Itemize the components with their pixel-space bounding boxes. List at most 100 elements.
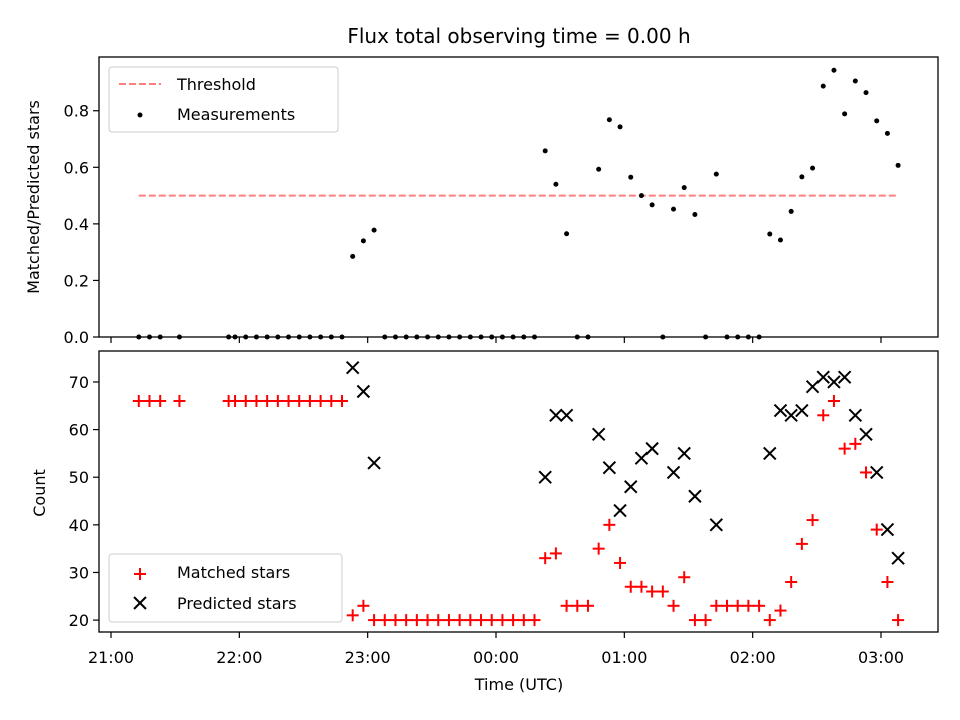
- measurement-point: [350, 253, 356, 259]
- measurement-point: [681, 185, 687, 191]
- measurement-point: [767, 231, 773, 237]
- matched-point: [699, 614, 712, 627]
- measurement-point: [564, 231, 570, 237]
- matched-point: [389, 614, 402, 627]
- bottom-y-tick-label: 50: [69, 468, 89, 487]
- matched-point: [560, 599, 573, 612]
- measurement-point: [649, 202, 655, 208]
- matched-point: [271, 395, 284, 408]
- matched-point: [250, 395, 263, 408]
- bottom-y-tick-label: 60: [69, 421, 89, 440]
- measurement-point: [831, 67, 837, 73]
- matched-point: [496, 614, 509, 627]
- predicted-point: [677, 446, 691, 461]
- bottom-y-axis-label: Count: [30, 469, 49, 517]
- predicted-point: [795, 403, 809, 418]
- matched-point: [806, 514, 819, 527]
- matched-point: [314, 395, 327, 408]
- predicted-point: [805, 380, 820, 394]
- matched-point: [603, 518, 616, 531]
- matched-point: [239, 395, 252, 408]
- matched-point: [442, 614, 455, 627]
- predicted-point: [345, 360, 360, 375]
- predicted-point: [848, 408, 863, 423]
- bottom-y-tick-label: 30: [69, 563, 89, 582]
- measurements-legend-marker: [137, 112, 143, 118]
- matched-point: [539, 552, 552, 565]
- matched-point: [571, 599, 584, 612]
- top-y-tick-label: 0.8: [64, 102, 89, 121]
- matched-point: [475, 614, 488, 627]
- predicted-legend-marker: [133, 596, 147, 610]
- predicted-point: [602, 460, 617, 475]
- measurement-point: [842, 111, 848, 117]
- x-tick-label: 21:00: [88, 648, 134, 667]
- x-tick-label: 22:00: [216, 648, 262, 667]
- top-legend: Threshold Measurements: [108, 66, 339, 133]
- measurement-point: [788, 208, 794, 214]
- measurement-point: [713, 171, 719, 177]
- measurement-point: [820, 83, 826, 89]
- matched-point: [774, 604, 787, 617]
- predicted-point: [634, 451, 649, 465]
- bottom-y-tick-label: 70: [69, 373, 89, 392]
- bottom-legend-box: [108, 553, 343, 623]
- threshold-legend-label: Threshold: [176, 75, 256, 94]
- measurement-point: [360, 238, 366, 244]
- predicted-point: [666, 465, 681, 480]
- measurement-point: [799, 174, 805, 180]
- matched-point: [357, 599, 370, 612]
- matched-point: [827, 395, 840, 408]
- matched-point: [581, 599, 594, 612]
- matched-point: [785, 575, 798, 588]
- matched-point: [892, 614, 905, 627]
- matched-point: [656, 585, 669, 598]
- matched-legend-marker: [134, 568, 146, 580]
- predicted-point: [549, 408, 563, 423]
- predicted-point: [827, 375, 841, 389]
- top-y-tick-label: 0.6: [64, 158, 89, 177]
- top-y-tick-label: 0.0: [64, 328, 89, 347]
- measurement-point: [895, 162, 901, 168]
- top-axes: 0.00.20.40.60.8 Matched/Predicted stars …: [24, 56, 939, 347]
- matched-point: [838, 442, 851, 455]
- measurement-point: [810, 165, 816, 171]
- x-tick-label: 00:00: [473, 648, 519, 667]
- matched-point: [870, 523, 883, 536]
- predicted-point: [559, 408, 574, 423]
- x-tick-label: 01:00: [601, 648, 647, 667]
- measurement-point: [606, 117, 612, 123]
- measurement-point: [628, 174, 634, 180]
- matched-point: [453, 614, 466, 627]
- matched-point: [346, 609, 359, 622]
- measurement-point: [884, 130, 890, 136]
- predicted-point: [891, 551, 905, 565]
- bottom-y-tick-label: 20: [69, 611, 89, 630]
- matched-point: [795, 537, 808, 550]
- matched-point: [528, 614, 541, 627]
- bottom-y-ticks: 20 30 40 50 60 70: [69, 373, 99, 630]
- top-y-ticks: 0.0 0.2 0.4 0.6 0.8: [64, 102, 99, 347]
- matched-point: [817, 409, 830, 422]
- predicted-point: [837, 370, 852, 384]
- matched-point: [860, 466, 873, 479]
- predicted-point: [784, 408, 798, 423]
- bottom-y-tick-label: 40: [69, 516, 89, 535]
- bottom-axes: 20 30 40 50 60 70 21:00 22:00 23:00 00:00 01:00 02…: [30, 350, 939, 694]
- matched-point: [688, 614, 701, 627]
- matched-point: [464, 614, 477, 627]
- matched-point: [293, 395, 306, 408]
- measurement-point: [874, 118, 880, 124]
- predicted-point: [773, 403, 788, 418]
- predicted-point: [880, 522, 895, 537]
- predicted-point: [763, 446, 777, 461]
- top-legend-box: [108, 66, 339, 133]
- matched-point: [303, 395, 316, 408]
- matched-legend-label: Matched stars: [177, 563, 290, 582]
- x-axis-label: Time (UTC): [474, 675, 563, 694]
- bottom-legend: Matched stars Predicted stars: [108, 553, 343, 623]
- measurement-point: [863, 90, 869, 96]
- predicted-point: [356, 384, 371, 399]
- predicted-point: [688, 489, 702, 503]
